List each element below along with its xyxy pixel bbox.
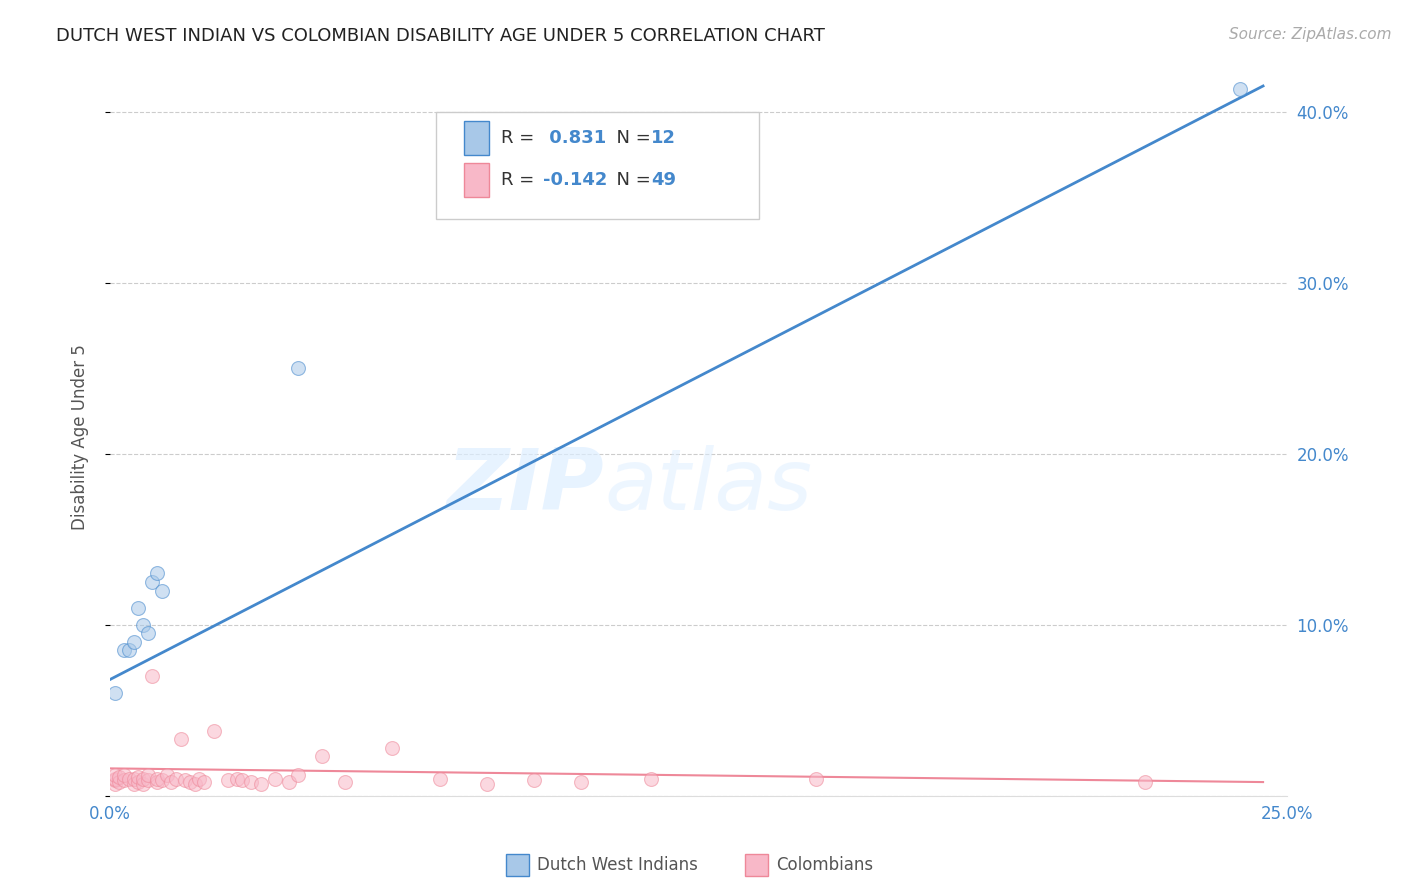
Point: [112, 773, 135, 788]
Point: [122, 772, 145, 786]
Point: [277, 775, 299, 789]
Point: [1135, 775, 1157, 789]
Point: [311, 749, 333, 764]
Point: [523, 773, 546, 788]
Point: [188, 772, 211, 786]
Point: [146, 772, 169, 786]
Text: N =: N =: [605, 129, 657, 147]
Text: -0.142: -0.142: [543, 171, 607, 189]
Point: [179, 775, 201, 789]
Point: [202, 723, 225, 738]
Point: [184, 777, 207, 791]
Text: 0.831: 0.831: [543, 129, 606, 147]
Point: [249, 777, 271, 791]
Text: R =: R =: [501, 129, 540, 147]
Point: [104, 686, 127, 700]
Point: [146, 775, 169, 789]
Point: [127, 770, 149, 784]
Point: [108, 775, 131, 789]
Point: [804, 772, 827, 786]
Point: [132, 617, 155, 632]
Point: [165, 772, 187, 786]
Point: [169, 732, 191, 747]
Point: [335, 775, 357, 789]
Text: N =: N =: [605, 171, 657, 189]
Point: [231, 773, 253, 788]
Point: [132, 777, 155, 791]
Point: [640, 772, 662, 786]
Point: [118, 643, 141, 657]
Point: [193, 775, 215, 789]
Point: [108, 770, 131, 784]
Point: [112, 643, 135, 657]
Point: [118, 772, 141, 786]
Point: [104, 773, 127, 788]
Point: [429, 772, 451, 786]
Text: R =: R =: [501, 171, 540, 189]
Point: [381, 740, 404, 755]
Point: [104, 777, 127, 791]
Text: ZIP: ZIP: [447, 445, 605, 528]
Point: [136, 768, 159, 782]
Point: [217, 773, 239, 788]
Text: Dutch West Indians: Dutch West Indians: [537, 856, 697, 874]
Point: [122, 777, 145, 791]
Text: Colombians: Colombians: [776, 856, 873, 874]
Text: Source: ZipAtlas.com: Source: ZipAtlas.com: [1229, 27, 1392, 42]
Point: [226, 772, 249, 786]
Point: [150, 583, 173, 598]
Point: [174, 773, 197, 788]
Point: [155, 768, 177, 782]
Point: [263, 772, 285, 786]
Text: DUTCH WEST INDIAN VS COLOMBIAN DISABILITY AGE UNDER 5 CORRELATION CHART: DUTCH WEST INDIAN VS COLOMBIAN DISABILIT…: [56, 27, 825, 45]
Point: [132, 772, 155, 786]
Point: [240, 775, 263, 789]
Text: 49: 49: [651, 171, 676, 189]
Point: [141, 574, 163, 589]
Text: 12: 12: [651, 129, 676, 147]
Point: [136, 626, 159, 640]
Y-axis label: Disability Age Under 5: Disability Age Under 5: [72, 343, 89, 530]
Point: [141, 669, 163, 683]
Point: [127, 600, 149, 615]
Point: [1229, 82, 1251, 96]
Point: [287, 361, 309, 376]
Point: [146, 566, 169, 581]
Point: [112, 768, 135, 782]
Point: [104, 772, 127, 786]
Point: [104, 768, 127, 782]
Point: [122, 635, 145, 649]
Point: [569, 775, 592, 789]
Text: atlas: atlas: [605, 445, 813, 528]
Point: [475, 777, 498, 791]
Point: [160, 775, 183, 789]
Point: [136, 773, 159, 788]
Point: [150, 773, 173, 788]
Point: [287, 768, 309, 782]
Point: [127, 775, 149, 789]
